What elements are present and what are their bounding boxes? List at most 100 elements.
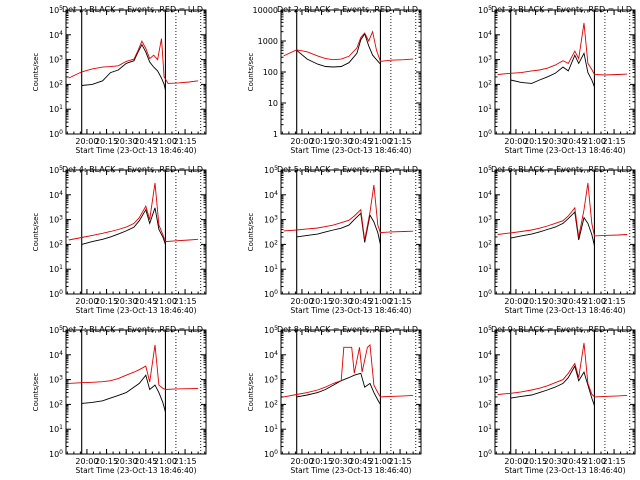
x-tick-label: 21:00 <box>583 297 606 306</box>
y-tick-label: 100 <box>478 129 492 139</box>
detector-panel-3: 10010110210310410520:0020:1520:3020:4521… <box>478 5 636 155</box>
x-tick-label: 20:30 <box>330 137 353 146</box>
y-tick-label: 100 <box>264 449 278 459</box>
x-tick-label: 20:00 <box>75 457 98 466</box>
x-tick-label: 20:15 <box>95 457 118 466</box>
x-tick-label: 20:30 <box>115 137 138 146</box>
y-tick-label: 102 <box>478 399 492 409</box>
detector-panel-5: 10010110210310410520:0020:1520:3020:4521… <box>247 165 422 315</box>
y-tick-label: 101 <box>49 104 63 114</box>
x-tick-label: 20:45 <box>349 297 372 306</box>
x-tick-label: 20:00 <box>504 137 527 146</box>
plot-frame <box>65 9 207 135</box>
y-tick-label: 103 <box>264 215 278 225</box>
lld-series-line <box>283 30 414 62</box>
x-tick-label: 21:15 <box>174 297 197 306</box>
panel-title: Det 3: BLACK = Events, RED = LLD <box>491 5 632 14</box>
y-tick-label: 105 <box>49 165 63 175</box>
events-series-line <box>81 43 166 91</box>
x-tick-label: 20:00 <box>75 297 98 306</box>
x-axis-label: Start Time (23-Oct-13 18:46:40) <box>75 146 196 155</box>
x-axis-label: Start Time (23-Oct-13 18:46:40) <box>504 146 625 155</box>
x-tick-label: 20:45 <box>563 137 586 146</box>
x-tick-label: 20:45 <box>349 137 372 146</box>
detector-panel-2: 1 10 100 1000 10000 20:0020:1520:3020:4521:00… <box>247 5 422 155</box>
x-tick-label: 20:00 <box>290 137 313 146</box>
y-tick-label: 104 <box>264 350 278 360</box>
x-tick-label: 20:30 <box>544 137 567 146</box>
x-tick-label: 21:00 <box>369 457 392 466</box>
lld-series-line <box>497 182 628 237</box>
y-tick-label: 105 <box>49 325 63 335</box>
x-tick-label: 20:45 <box>134 457 157 466</box>
y-tick-label: 104 <box>478 190 492 200</box>
x-axis-label: Start Time (23-Oct-13 18:46:40) <box>290 306 411 315</box>
x-tick-label: 21:00 <box>154 297 177 306</box>
y-tick-label: 101 <box>478 264 492 274</box>
x-tick-label: 21:15 <box>389 137 412 146</box>
detector-panel-7: 10010110210310410520:0020:1520:3020:4521… <box>32 325 207 475</box>
y-tick-label: 102 <box>478 239 492 249</box>
panel-title: Det 4: BLACK = Events, RED = LLD <box>62 165 203 174</box>
lld-series-line <box>497 22 628 76</box>
y-tick-label: 102 <box>49 399 63 409</box>
x-tick-label: 20:30 <box>330 297 353 306</box>
x-tick-label: 20:15 <box>524 137 547 146</box>
y-tick-label: 100 <box>478 289 492 299</box>
plot-frame <box>494 329 636 455</box>
x-tick-label: 20:00 <box>290 297 313 306</box>
y-axis-label: Counts/sec <box>247 373 255 412</box>
x-tick-label: 21:00 <box>154 137 177 146</box>
x-tick-label: 21:15 <box>174 457 197 466</box>
y-tick-label: 100 <box>263 68 278 77</box>
y-tick-label: 10000 <box>253 6 278 15</box>
x-axis-label: Start Time (23-Oct-13 18:46:40) <box>504 306 625 315</box>
y-axis-label: Counts/sec <box>32 53 40 92</box>
y-tick-label: 104 <box>49 190 63 200</box>
x-tick-label: 21:15 <box>174 137 197 146</box>
x-axis-label: Start Time (23-Oct-13 18:46:40) <box>504 466 625 475</box>
lld-series-line <box>283 343 414 398</box>
y-tick-label: 100 <box>264 289 278 299</box>
detector-panel-8: 10010110210310410520:0020:1520:3020:4521… <box>247 325 422 475</box>
y-tick-label: 103 <box>478 215 492 225</box>
x-tick-label: 20:30 <box>544 297 567 306</box>
y-tick-label: 103 <box>49 375 63 385</box>
y-tick-label: 105 <box>478 5 492 15</box>
plot-frame <box>494 169 636 295</box>
y-tick-label: 104 <box>478 30 492 40</box>
y-tick-label: 100 <box>478 449 492 459</box>
y-tick-label: 100 <box>49 289 63 299</box>
y-axis-label: Counts/sec <box>32 373 40 412</box>
panel-title: Det 1: BLACK = Events, RED = LLD <box>62 5 203 14</box>
lld-series-line <box>283 184 414 241</box>
x-tick-label: 20:30 <box>115 297 138 306</box>
x-tick-label: 21:00 <box>583 457 606 466</box>
events-series-line <box>510 51 595 87</box>
y-tick-label: 102 <box>478 79 492 89</box>
panel-title: Det 9: BLACK = Events, RED = LLD <box>491 325 632 334</box>
y-tick-label: 102 <box>49 79 63 89</box>
plot-frame <box>280 329 422 455</box>
events-series-line <box>81 374 166 413</box>
x-tick-label: 21:00 <box>369 297 392 306</box>
x-tick-label: 20:00 <box>75 137 98 146</box>
lld-series-line <box>497 342 628 398</box>
x-tick-label: 21:00 <box>369 137 392 146</box>
x-tick-label: 20:00 <box>504 457 527 466</box>
x-tick-label: 21:15 <box>603 297 626 306</box>
y-tick-label: 101 <box>478 424 492 434</box>
x-axis-label: Start Time (23-Oct-13 18:46:40) <box>290 466 411 475</box>
y-tick-label: 105 <box>264 325 278 335</box>
plot-frame <box>280 169 422 295</box>
detector-panel-6: 10010110210310410520:0020:1520:3020:4521… <box>478 165 636 315</box>
plot-frame <box>65 169 207 295</box>
y-tick-label: 101 <box>264 264 278 274</box>
y-axis-label: Counts/sec <box>247 53 255 92</box>
x-tick-label: 20:30 <box>330 457 353 466</box>
x-tick-label: 21:00 <box>154 457 177 466</box>
events-series-line <box>81 207 166 245</box>
y-tick-label: 104 <box>264 190 278 200</box>
